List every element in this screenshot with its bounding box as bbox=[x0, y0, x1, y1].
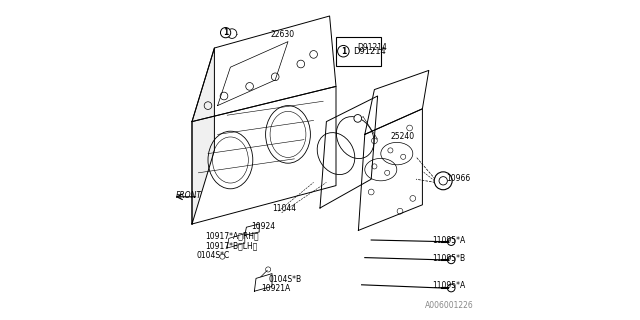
Circle shape bbox=[227, 29, 237, 38]
Text: 10921A: 10921A bbox=[261, 284, 290, 293]
Text: FRONT: FRONT bbox=[176, 191, 202, 200]
Polygon shape bbox=[192, 48, 214, 224]
Text: 0104S*C: 0104S*C bbox=[197, 251, 230, 260]
Text: 22630: 22630 bbox=[270, 30, 294, 39]
Text: 10924: 10924 bbox=[251, 222, 275, 231]
Text: 10917*A〈RH〉: 10917*A〈RH〉 bbox=[205, 231, 259, 240]
Text: 0104S*B: 0104S*B bbox=[269, 275, 302, 284]
Polygon shape bbox=[358, 109, 422, 230]
Polygon shape bbox=[227, 234, 245, 248]
Text: 1: 1 bbox=[340, 47, 346, 56]
Text: A006001226: A006001226 bbox=[425, 301, 474, 310]
Circle shape bbox=[354, 115, 362, 122]
Circle shape bbox=[435, 172, 452, 190]
Polygon shape bbox=[254, 274, 272, 291]
Polygon shape bbox=[365, 70, 429, 134]
Polygon shape bbox=[245, 224, 259, 235]
Text: 11095*A: 11095*A bbox=[432, 281, 465, 290]
Text: D91214: D91214 bbox=[353, 47, 386, 56]
Text: 11095*B: 11095*B bbox=[432, 254, 465, 263]
Polygon shape bbox=[192, 86, 336, 224]
Text: D91214: D91214 bbox=[357, 43, 387, 52]
Text: 10966: 10966 bbox=[447, 174, 470, 183]
Text: 11095*A: 11095*A bbox=[432, 236, 465, 245]
Circle shape bbox=[220, 28, 231, 38]
Polygon shape bbox=[320, 96, 378, 208]
Text: 25240: 25240 bbox=[390, 132, 415, 141]
Polygon shape bbox=[192, 16, 336, 122]
Text: 11044: 11044 bbox=[272, 204, 296, 213]
Text: 1: 1 bbox=[223, 28, 228, 37]
Text: 10917*B〈LH〉: 10917*B〈LH〉 bbox=[205, 241, 257, 250]
Polygon shape bbox=[218, 42, 288, 106]
